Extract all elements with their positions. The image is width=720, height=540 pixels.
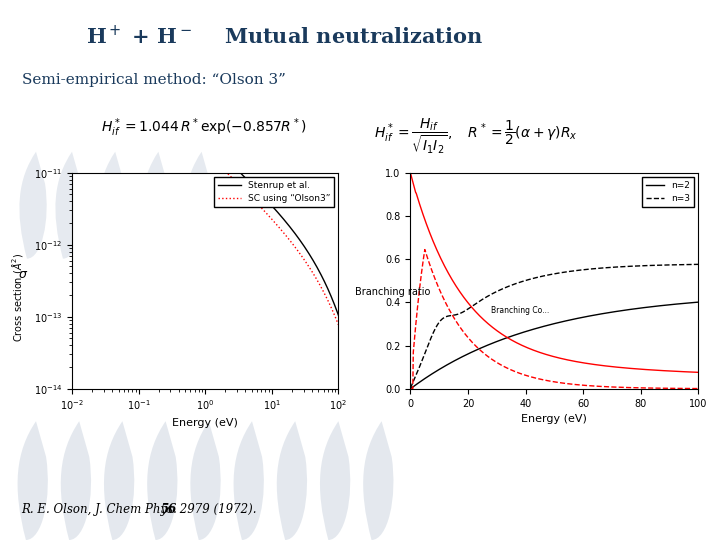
Stenrup et al. <box>100 119 109 126</box>
Stenrup et al. <box>261 196 270 202</box>
PathPatch shape <box>55 152 83 259</box>
SC using “Olson3” <box>260 208 269 214</box>
PathPatch shape <box>99 152 126 259</box>
Legend: n=2, n=3: n=2, n=3 <box>642 177 694 207</box>
Text: H$^+$ + H$^-$    Mutual neutralization: H$^+$ + H$^-$ Mutual neutralization <box>86 24 484 48</box>
PathPatch shape <box>276 421 307 540</box>
Stenrup et al. <box>68 119 76 126</box>
Line: SC using “Olson3”: SC using “Olson3” <box>72 123 338 325</box>
Text: Branching Co...: Branching Co... <box>491 306 549 315</box>
PathPatch shape <box>320 421 350 540</box>
PathPatch shape <box>142 152 169 259</box>
PathPatch shape <box>190 421 220 540</box>
SC using “Olson3” <box>334 321 343 328</box>
PathPatch shape <box>19 152 47 259</box>
Stenrup et al. <box>235 169 244 176</box>
Legend: Stenrup et al., SC using “Olson3”: Stenrup et al., SC using “Olson3” <box>215 177 334 207</box>
PathPatch shape <box>147 421 177 540</box>
PathPatch shape <box>60 421 91 540</box>
PathPatch shape <box>17 421 48 540</box>
Text: R. E. Olson, J. Chem Phys.: R. E. Olson, J. Chem Phys. <box>22 503 181 516</box>
PathPatch shape <box>363 421 393 540</box>
Text: 56: 56 <box>161 503 177 516</box>
SC using “Olson3” <box>100 119 109 126</box>
SC using “Olson3” <box>235 182 244 188</box>
Text: Cross section ($\AA^2$): Cross section ($\AA^2$) <box>11 252 25 342</box>
Stenrup et al. <box>334 312 343 319</box>
PathPatch shape <box>104 421 134 540</box>
Stenrup et al. <box>260 194 269 201</box>
Stenrup et al. <box>155 119 163 126</box>
PathPatch shape <box>233 421 264 540</box>
Text: $H_{if}^* = \dfrac{H_{if}}{\sqrt{I_1 I_2}},\quad R^* = \dfrac{1}{2}(\alpha+\gamm: $H_{if}^* = \dfrac{H_{if}}{\sqrt{I_1 I_2… <box>374 116 578 156</box>
SC using “Olson3” <box>155 119 163 126</box>
SC using “Olson3” <box>174 122 182 128</box>
Text: Branching ratio: Branching ratio <box>355 287 430 296</box>
X-axis label: Energy (eV): Energy (eV) <box>521 414 588 424</box>
SC using “Olson3” <box>68 119 76 126</box>
Text: 2979 (1972).: 2979 (1972). <box>176 503 257 516</box>
Y-axis label: $\sigma$: $\sigma$ <box>17 268 28 281</box>
Stenrup et al. <box>174 119 182 126</box>
Line: Stenrup et al.: Stenrup et al. <box>72 123 338 315</box>
SC using “Olson3” <box>261 209 270 215</box>
X-axis label: Energy (eV): Energy (eV) <box>172 418 238 428</box>
Text: Semi-empirical method: “Olson 3”: Semi-empirical method: “Olson 3” <box>22 73 285 87</box>
PathPatch shape <box>185 152 212 259</box>
Text: $H_{if}^* = 1.044\,R^*\exp\!\left(-0.857R^*\right)$: $H_{if}^* = 1.044\,R^*\exp\!\left(-0.857… <box>101 116 307 139</box>
